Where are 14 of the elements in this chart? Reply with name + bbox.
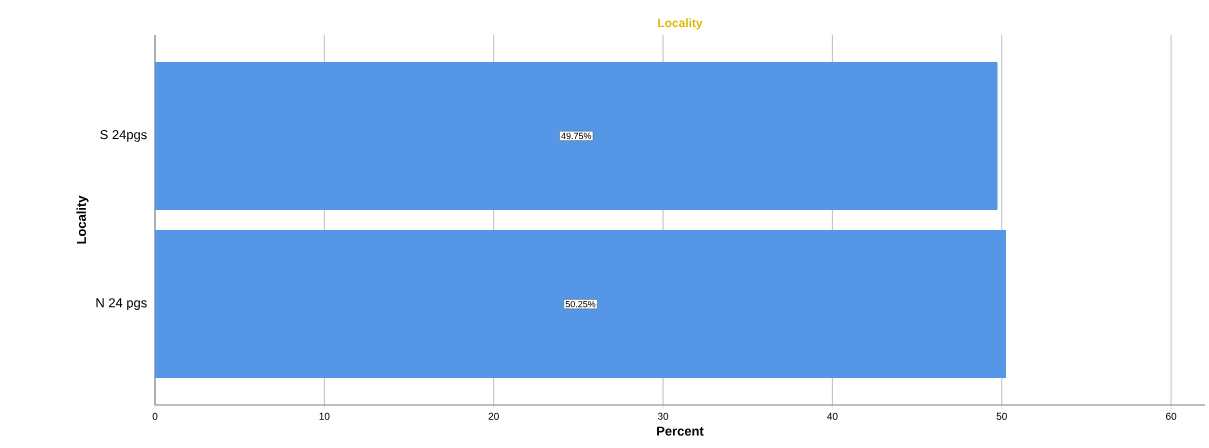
x-tick-label: 20	[488, 412, 499, 420]
x-axis-title: Percent	[657, 426, 704, 436]
x-tick-label: 50	[996, 412, 1007, 420]
x-tick-label: 60	[1166, 412, 1177, 420]
y-tick-label: N 24 pgs	[96, 298, 147, 310]
x-tick-label: 10	[319, 412, 330, 420]
chart-title: Locality	[658, 18, 703, 30]
x-tick-label: 0	[152, 412, 158, 420]
data-label: 49.75%	[561, 132, 592, 140]
x-tick-label: 40	[827, 412, 838, 420]
y-tick-label: S 24pgs	[100, 130, 147, 142]
y-axis-title: Locality	[76, 195, 89, 244]
data-label: 50.25%	[565, 300, 596, 308]
x-tick-label: 30	[657, 412, 669, 420]
